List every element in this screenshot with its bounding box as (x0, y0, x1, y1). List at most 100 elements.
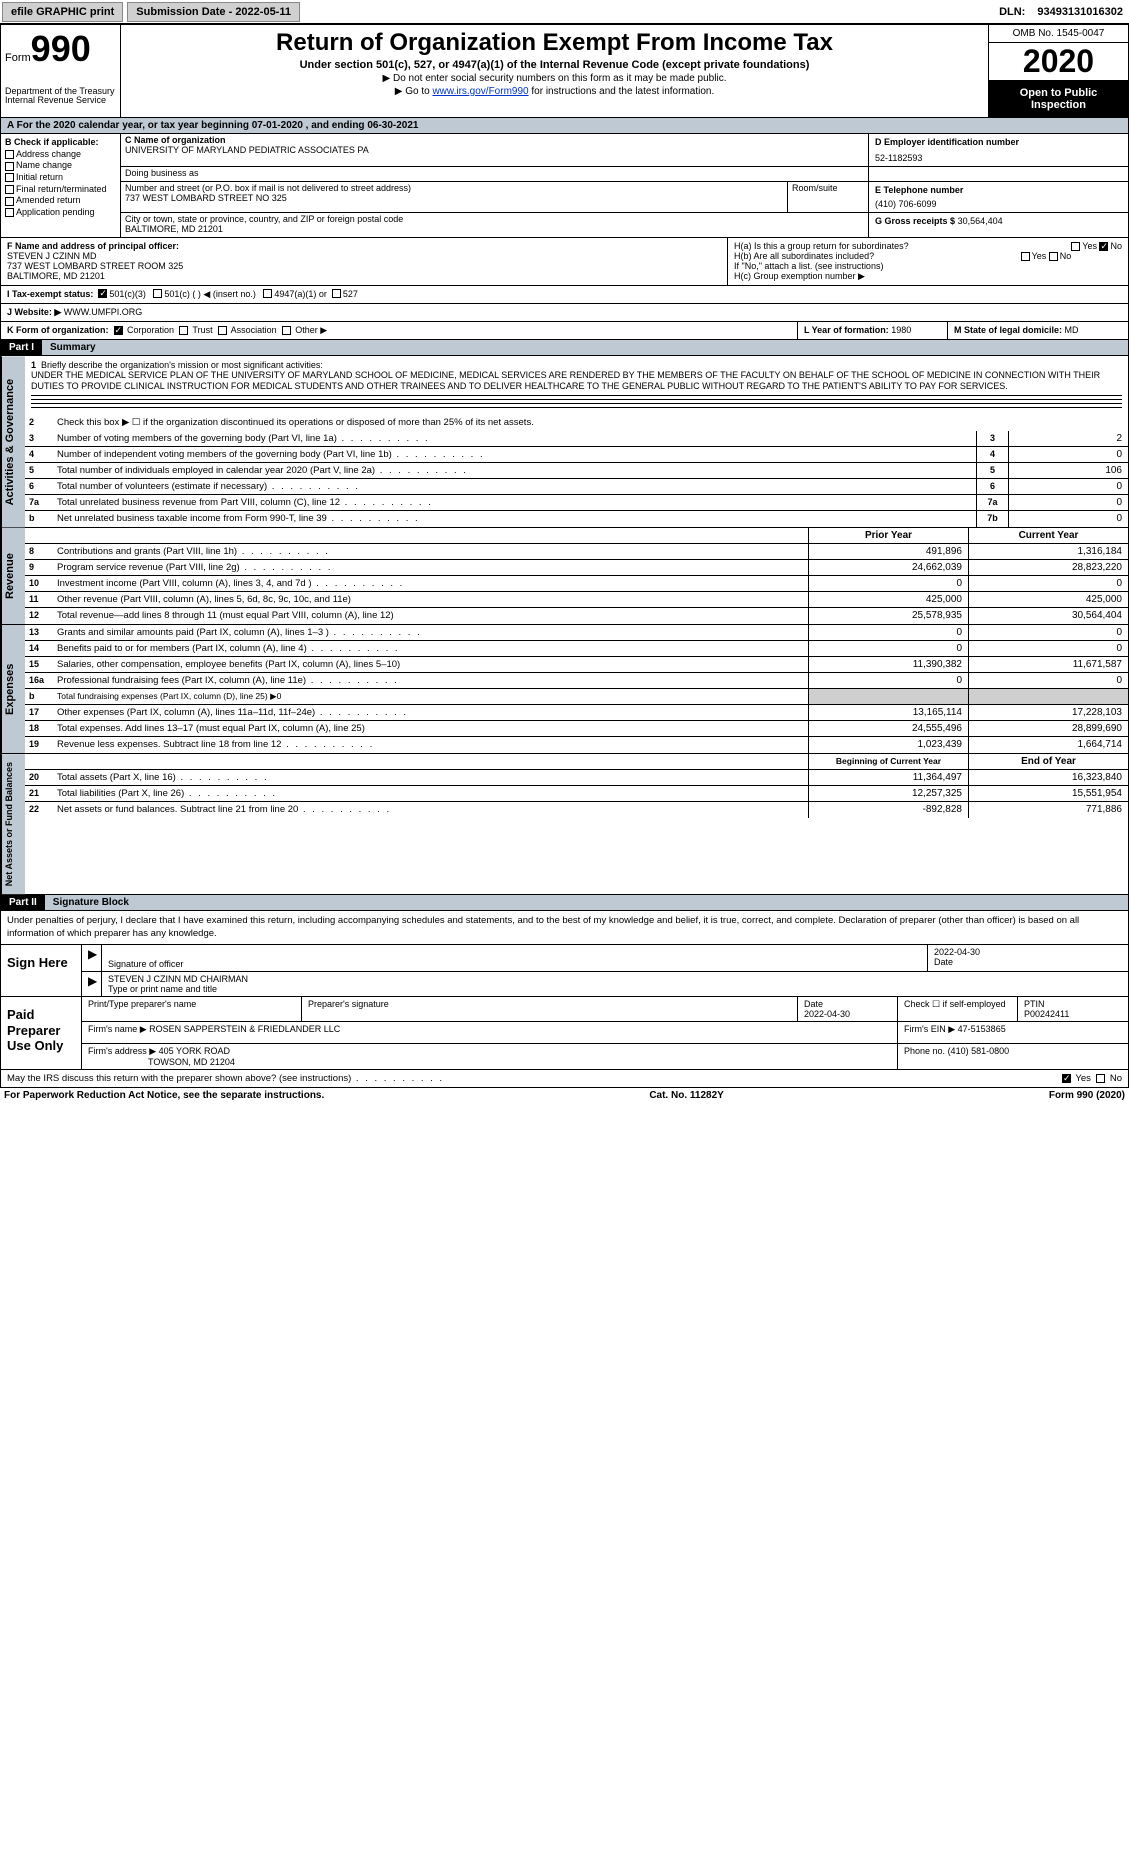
line-21: Total liabilities (Part X, line 26) (53, 786, 808, 801)
prep-date: 2022-04-30 (804, 1009, 850, 1019)
cb-application-pending[interactable]: Application pending (5, 207, 116, 219)
irs-link[interactable]: www.irs.gov/Form990 (432, 86, 528, 97)
cb-amended-return[interactable]: Amended return (5, 195, 116, 207)
cb-initial-return[interactable]: Initial return (5, 172, 116, 184)
line-6: Total number of volunteers (estimate if … (53, 479, 976, 494)
city-label: City or town, state or province, country… (125, 215, 864, 225)
p11: 425,000 (808, 592, 968, 607)
city-value: BALTIMORE, MD 21201 (125, 225, 864, 235)
val-7b: 0 (1008, 511, 1128, 527)
instr-2: ▶ Go to www.irs.gov/Form990 for instruct… (127, 86, 982, 97)
efile-btn[interactable]: efile GRAPHIC print (2, 2, 123, 22)
page-footer: For Paperwork Reduction Act Notice, see … (0, 1088, 1129, 1103)
declaration: Under penalties of perjury, I declare th… (0, 911, 1129, 945)
line-17: Other expenses (Part IX, column (A), lin… (53, 705, 808, 720)
p9: 24,662,039 (808, 560, 968, 575)
part-1-header: Part I Summary (0, 340, 1129, 356)
section-a: A For the 2020 calendar year, or tax yea… (0, 118, 1129, 134)
val-5: 106 (1008, 463, 1128, 478)
cb-corporation[interactable] (114, 326, 123, 335)
sig-officer-label: Signature of officer (108, 959, 183, 969)
line-10: Investment income (Part VIII, column (A)… (53, 576, 808, 591)
c9: 28,823,220 (968, 560, 1128, 575)
line-13: Grants and similar amounts paid (Part IX… (53, 625, 808, 640)
val-6: 0 (1008, 479, 1128, 494)
g-receipts-label: G Gross receipts $ (875, 216, 955, 226)
year-formation: 1980 (891, 325, 911, 335)
line-22: Net assets or fund balances. Subtract li… (53, 802, 808, 818)
line-12: Total revenue—add lines 8 through 11 (mu… (53, 608, 808, 624)
revenue-section: Revenue Prior YearCurrent Year 8Contribu… (0, 528, 1129, 625)
val-7a: 0 (1008, 495, 1128, 510)
street-address: 737 WEST LOMBARD STREET NO 325 (125, 194, 783, 204)
e-phone-label: E Telephone number (875, 185, 1122, 195)
h-c: H(c) Group exemption number ▶ (734, 271, 1122, 282)
top-bar: efile GRAPHIC print Submission Date - 20… (0, 0, 1129, 24)
line-15: Salaries, other compensation, employee b… (53, 657, 808, 672)
p8: 491,896 (808, 544, 968, 559)
firm-addr2: TOWSON, MD 21204 (148, 1057, 235, 1067)
tax-year: 2020 (989, 43, 1128, 81)
cb-name-change[interactable]: Name change (5, 160, 116, 172)
cb-association[interactable] (218, 326, 227, 335)
footer-right: Form 990 (2020) (1049, 1090, 1125, 1101)
website-value: WWW.UMFPI.ORG (64, 307, 143, 318)
val-4: 0 (1008, 447, 1128, 462)
c8: 1,316,184 (968, 544, 1128, 559)
state-domicile: MD (1065, 325, 1079, 335)
line-2: Check this box ▶ ☐ if the organization d… (53, 415, 1128, 431)
cb-527[interactable] (332, 289, 341, 298)
irs-label: Internal Revenue Service (5, 96, 116, 106)
c18: 28,899,690 (968, 721, 1128, 736)
cb-501c[interactable] (153, 289, 162, 298)
form-number: Form990 (5, 29, 116, 69)
officer-name-title: STEVEN J CZINN MD CHAIRMAN (108, 974, 248, 984)
p15: 11,390,382 (808, 657, 968, 672)
line-4: Number of independent voting members of … (53, 447, 976, 462)
c11: 425,000 (968, 592, 1128, 607)
ein-value: 52-1182593 (875, 153, 1122, 163)
expenses-section: Expenses 13Grants and similar amounts pa… (0, 625, 1129, 754)
klm-row: K Form of organization: Corporation Trus… (0, 322, 1129, 340)
submission-date: Submission Date - 2022-05-11 (127, 2, 300, 22)
line-11: Other revenue (Part VIII, column (A), li… (53, 592, 808, 607)
instr-1: ▶ Do not enter social security numbers o… (127, 73, 982, 84)
c13: 0 (968, 625, 1128, 640)
cb-discuss-yes[interactable] (1062, 1074, 1071, 1083)
p10: 0 (808, 576, 968, 591)
hd-beginning: Beginning of Current Year (808, 754, 968, 769)
tax-exempt-status: I Tax-exempt status: 501(c)(3) 501(c) ( … (0, 286, 1129, 304)
cb-501c3[interactable] (98, 289, 107, 298)
footer-center: Cat. No. 11282Y (649, 1090, 723, 1101)
dba-label: Doing business as (125, 169, 864, 179)
cb-discuss-no[interactable] (1096, 1074, 1105, 1083)
hd-current: Current Year (968, 528, 1128, 543)
self-employed[interactable]: Check ☐ if self-employed (898, 997, 1018, 1021)
cb-other[interactable] (282, 326, 291, 335)
f-label: F Name and address of principal officer: (7, 241, 721, 251)
hd-end: End of Year (968, 754, 1128, 769)
ptin: P00242411 (1024, 1009, 1069, 1019)
open-inspection: Open to Public Inspection (989, 81, 1128, 117)
cb-4947[interactable] (263, 289, 272, 298)
sidebar-net: Net Assets or Fund Balances (1, 754, 25, 894)
c16a: 0 (968, 673, 1128, 688)
officer-addr2: BALTIMORE, MD 21201 (7, 271, 721, 281)
b22: -892,828 (808, 802, 968, 818)
cb-trust[interactable] (179, 326, 188, 335)
p18: 24,555,496 (808, 721, 968, 736)
cb-address-change[interactable]: Address change (5, 149, 116, 161)
paid-preparer-block: Paid Preparer Use Only Print/Type prepar… (0, 997, 1129, 1070)
form-subtitle: Under section 501(c), 527, or 4947(a)(1)… (127, 59, 982, 71)
p14: 0 (808, 641, 968, 656)
gross-receipts: 30,564,404 (958, 216, 1003, 226)
e22: 771,886 (968, 802, 1128, 818)
b21: 12,257,325 (808, 786, 968, 801)
line-20: Total assets (Part X, line 16) (53, 770, 808, 785)
sign-here-block: Sign Here ▶ Signature of officer 2022-04… (0, 945, 1129, 997)
p12: 25,578,935 (808, 608, 968, 624)
cb-final-return[interactable]: Final return/terminated (5, 184, 116, 196)
firm-phone: (410) 581-0800 (948, 1046, 1010, 1056)
part-2-header: Part II Signature Block (0, 895, 1129, 911)
c15: 11,671,587 (968, 657, 1128, 672)
